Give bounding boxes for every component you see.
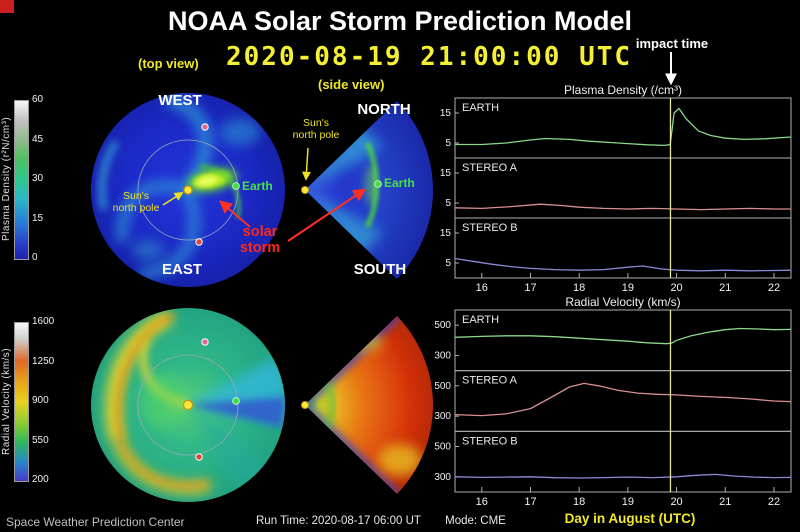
svg-text:STEREO B: STEREO B	[462, 435, 518, 447]
x-axis-label: Day in August (UTC)	[564, 511, 696, 526]
impact-time-label: impact time	[635, 36, 709, 51]
svg-text:15: 15	[440, 168, 452, 179]
svg-text:15: 15	[440, 108, 452, 119]
svg-text:300: 300	[434, 472, 451, 483]
side-view-caption: (side view)	[318, 77, 385, 92]
top-view-caption: (top view)	[138, 56, 199, 71]
svg-text:5: 5	[445, 258, 451, 269]
run-time-label: Run Time: 2020-08-17 06:00 UT	[256, 515, 421, 527]
planet-marker	[195, 453, 203, 461]
sun-pole-label-sideview: Sun's north pole	[292, 117, 340, 141]
svg-text:19: 19	[622, 496, 634, 508]
svg-text:500: 500	[434, 442, 451, 453]
svg-text:Radial Velocity (km/s): Radial Velocity (km/s)	[565, 296, 680, 309]
colorbar-tick-label: 60	[32, 94, 44, 105]
svg-text:22: 22	[768, 496, 780, 508]
svg-text:300: 300	[434, 351, 451, 362]
svg-text:EARTH: EARTH	[462, 314, 499, 326]
velocity-timeseries-panel: Radial Velocity (km/s) 500 300 EARTH 500 300 S…	[425, 295, 793, 510]
density-top-view-map	[91, 93, 285, 287]
svg-text:STEREO A: STEREO A	[462, 162, 518, 174]
svg-text:22: 22	[768, 282, 780, 294]
colorbar-tick-label: 900	[32, 395, 49, 406]
svg-text:17: 17	[524, 282, 536, 294]
earth-label-sideview: Earth	[384, 176, 415, 190]
svg-text:500: 500	[434, 320, 451, 331]
corner-logo-mark	[0, 0, 14, 13]
colorbar-tick-label: 1600	[32, 316, 55, 327]
west-label: WEST	[158, 92, 202, 109]
sun-pole-label-topview: Sun's north pole	[112, 190, 160, 214]
svg-text:21: 21	[719, 282, 731, 294]
svg-text:17: 17	[524, 496, 536, 508]
svg-text:500: 500	[434, 381, 451, 392]
svg-text:16: 16	[476, 496, 488, 508]
colorbar-tick-label: 200	[32, 474, 49, 485]
svg-text:15: 15	[440, 228, 452, 239]
colorbar-tick-label: 1250	[32, 355, 55, 367]
mode-label: Mode: CME	[445, 515, 506, 527]
density-colorbar-label: Plasma Density (r²N/cm³)	[1, 116, 12, 242]
svg-text:20: 20	[670, 496, 682, 508]
earth-label-topview: Earth	[242, 179, 273, 193]
colorbar-tick-label: 30	[32, 173, 44, 184]
south-label: SOUTH	[353, 261, 407, 278]
velocity-colorbar-ticks: 1600 1250 900 550 200	[32, 316, 66, 486]
velocity-colorbar-label: Radial Velocity (km/s)	[1, 347, 12, 455]
svg-text:20: 20	[670, 282, 682, 294]
planet-marker	[201, 338, 209, 346]
svg-text:18: 18	[573, 282, 585, 294]
sun-marker	[301, 186, 309, 194]
colorbar-tick-label: 15	[32, 212, 44, 224]
earth-orbit-ring	[137, 139, 239, 241]
earth-orbit-ring	[137, 354, 239, 456]
colorbar-tick-label: 45	[32, 133, 44, 145]
svg-text:STEREO A: STEREO A	[462, 375, 518, 387]
model-datetime: 2020-08-19 21:00:00 UTC	[226, 42, 633, 72]
planet-marker	[195, 238, 203, 246]
colorbar-tick-label: 0	[32, 252, 38, 263]
page-title: NOAA Solar Storm Prediction Model	[167, 6, 633, 36]
earth-marker	[232, 397, 240, 405]
sun-marker	[301, 401, 309, 409]
svg-text:5: 5	[445, 198, 451, 209]
svg-text:Plasma Density (/cm³): Plasma Density (/cm³)	[564, 84, 682, 97]
colorbar-tick-label: 550	[32, 434, 49, 446]
earth-marker	[374, 180, 382, 188]
sun-marker	[182, 399, 194, 411]
density-timeseries-panel: Plasma Density (/cm³) 15 5 EARTH 15 5 STEREO A…	[425, 83, 793, 296]
earth-marker	[232, 182, 240, 190]
velocity-top-view-map	[91, 308, 285, 502]
svg-text:19: 19	[622, 282, 634, 294]
velocity-colorbar	[14, 322, 29, 482]
svg-text:18: 18	[573, 496, 585, 508]
run-info: Run Time: 2020-08-17 06:00 UT Mode: CME	[256, 515, 506, 527]
sun-marker	[183, 185, 193, 195]
solar-storm-label: solar storm	[239, 224, 281, 256]
svg-text:300: 300	[434, 411, 451, 422]
svg-text:STEREO B: STEREO B	[462, 222, 518, 234]
density-colorbar-ticks: 60 45 30 15 0	[32, 94, 62, 264]
svg-text:21: 21	[719, 496, 731, 508]
east-label: EAST	[161, 261, 202, 278]
velocity-side-view-map	[301, 316, 434, 494]
svg-text:16: 16	[476, 282, 488, 294]
svg-text:EARTH: EARTH	[462, 102, 499, 114]
north-label: NORTH	[357, 101, 411, 118]
planet-marker	[201, 123, 209, 131]
credit-label: Space Weather Prediction Center	[6, 515, 185, 529]
density-colorbar	[14, 100, 29, 260]
svg-text:5: 5	[445, 138, 451, 149]
